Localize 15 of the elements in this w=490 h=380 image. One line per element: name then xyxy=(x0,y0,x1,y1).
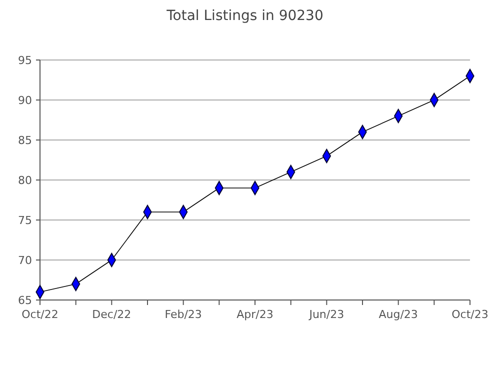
y-tick-label: 75 xyxy=(18,214,32,227)
x-tick-label: Aug/23 xyxy=(378,308,418,321)
x-tick-label: Feb/23 xyxy=(164,308,202,321)
y-tick-label: 90 xyxy=(18,94,32,107)
x-tick-label: Oct/22 xyxy=(22,308,58,321)
y-tick-label: 70 xyxy=(18,254,32,267)
x-tick-label: Dec/22 xyxy=(92,308,132,321)
y-tick-label: 95 xyxy=(18,54,32,67)
x-tick-label: Jun/23 xyxy=(308,308,344,321)
chart-title: Total Listings in 90230 xyxy=(166,8,324,24)
x-tick-label: Apr/23 xyxy=(236,308,274,321)
y-tick-label: 65 xyxy=(18,294,32,307)
y-tick-label: 85 xyxy=(18,134,32,147)
x-tick-label: Oct/23 xyxy=(452,308,488,321)
y-tick-label: 80 xyxy=(18,174,32,187)
